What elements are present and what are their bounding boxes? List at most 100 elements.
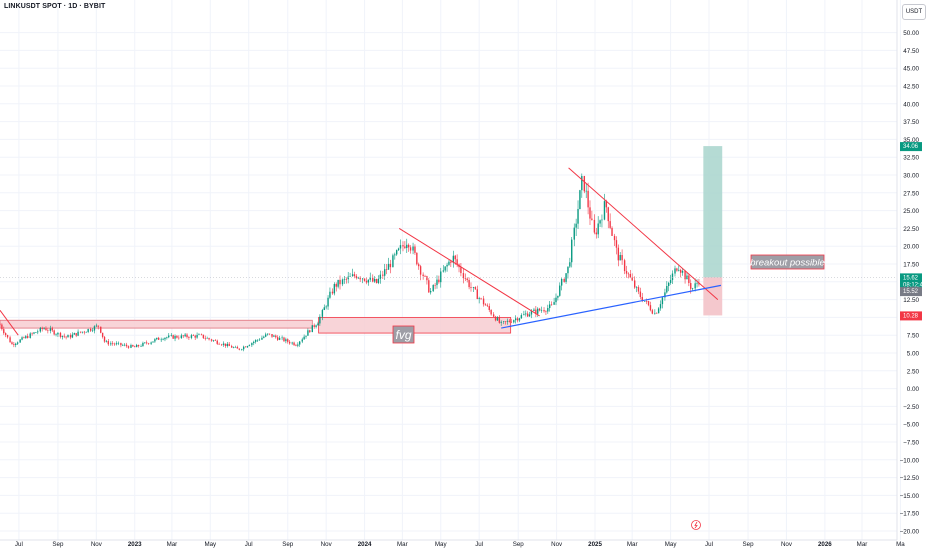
- price-tick-label: 20.00: [903, 244, 919, 251]
- candle: [55, 333, 57, 337]
- candle: [248, 344, 251, 347]
- candle-body: [480, 298, 482, 299]
- candle-body: [553, 302, 555, 305]
- candle-body: [450, 261, 452, 263]
- candle: [253, 340, 255, 346]
- candle-body: [75, 333, 77, 336]
- candle-body: [560, 279, 563, 286]
- candle-body: [545, 311, 547, 312]
- candle-body: [285, 339, 287, 342]
- candle-body: [468, 280, 470, 288]
- candle: [595, 227, 597, 239]
- candle: [281, 335, 283, 341]
- candle-body: [77, 331, 79, 336]
- candle-body: [438, 279, 440, 283]
- candle-body: [242, 346, 245, 350]
- candle-body: [530, 311, 533, 315]
- candle: [621, 249, 623, 265]
- candle: [623, 258, 626, 275]
- candle: [492, 312, 495, 318]
- candle-body: [359, 277, 361, 280]
- candle: [644, 300, 646, 302]
- candle-body: [384, 269, 386, 276]
- candle-body: [184, 334, 186, 337]
- candle-body: [55, 334, 57, 335]
- candle: [150, 341, 152, 345]
- candle: [4, 332, 7, 338]
- candle-body: [674, 268, 676, 274]
- candle: [412, 242, 414, 255]
- candle: [39, 326, 41, 333]
- candle-body: [236, 346, 239, 349]
- candle-body: [172, 335, 174, 339]
- candle-body: [496, 317, 499, 321]
- current-price-label-bg: [900, 273, 922, 289]
- candle-body: [180, 335, 183, 339]
- candle: [452, 250, 455, 268]
- candle-body: [416, 252, 418, 265]
- candle-body: [61, 335, 64, 337]
- candle-body: [110, 343, 112, 345]
- candle: [327, 295, 329, 310]
- candle: [434, 282, 436, 290]
- candle-body: [686, 275, 688, 280]
- candle: [506, 318, 509, 325]
- candle-body: [89, 328, 92, 331]
- candle: [428, 278, 430, 293]
- time-tick-label: Nov: [781, 541, 793, 548]
- candle-body: [276, 337, 279, 340]
- price-tick-label: 40.00: [903, 101, 919, 108]
- candle-body: [107, 341, 110, 345]
- candle-body: [627, 273, 630, 275]
- candle-body: [103, 336, 106, 342]
- candle: [375, 278, 378, 284]
- candle: [484, 303, 487, 306]
- candle: [446, 262, 448, 272]
- candle-body: [140, 346, 142, 347]
- candle: [174, 334, 176, 342]
- candle-body: [198, 334, 200, 336]
- candle-body: [579, 190, 581, 210]
- candle: [168, 333, 170, 339]
- candle-body: [210, 339, 213, 341]
- candle: [605, 199, 608, 213]
- candle: [313, 323, 315, 329]
- candle-body: [244, 346, 247, 348]
- candle-body: [548, 304, 551, 309]
- candle: [273, 334, 275, 337]
- candle-body: [426, 276, 428, 281]
- time-tick-label: 2026: [818, 541, 832, 548]
- currency-button[interactable]: USDT: [902, 4, 926, 20]
- candle-body: [325, 306, 327, 308]
- flash-icon[interactable]: [691, 520, 701, 530]
- price-tick-label: 7.50: [907, 333, 920, 340]
- candle: [295, 343, 297, 347]
- candle-body: [369, 277, 371, 280]
- price-tick-label: 30.00: [903, 173, 919, 180]
- candle: [569, 257, 571, 268]
- candle-body: [452, 255, 455, 263]
- candle-body: [382, 274, 384, 276]
- target-price-label-bg: [900, 142, 922, 152]
- candle-body: [204, 338, 206, 339]
- candle: [345, 277, 348, 284]
- candle: [613, 233, 616, 247]
- candle-body: [694, 283, 696, 289]
- candle-body: [144, 342, 146, 344]
- candle-body: [174, 335, 176, 339]
- price-tick-label: −5.00: [903, 422, 919, 429]
- candle-body: [170, 335, 172, 336]
- candle: [496, 316, 499, 321]
- stop-price-label-text: 10.28: [903, 313, 919, 319]
- candle-body: [35, 332, 37, 333]
- candle-body: [297, 344, 299, 346]
- candle-body: [347, 276, 349, 280]
- candle-body: [25, 336, 27, 339]
- candle-body: [216, 340, 218, 344]
- candle-body: [147, 343, 150, 344]
- candle: [510, 318, 512, 324]
- candle-body: [265, 334, 267, 337]
- candle-body: [100, 326, 102, 333]
- price-tick-label: 47.50: [903, 48, 919, 55]
